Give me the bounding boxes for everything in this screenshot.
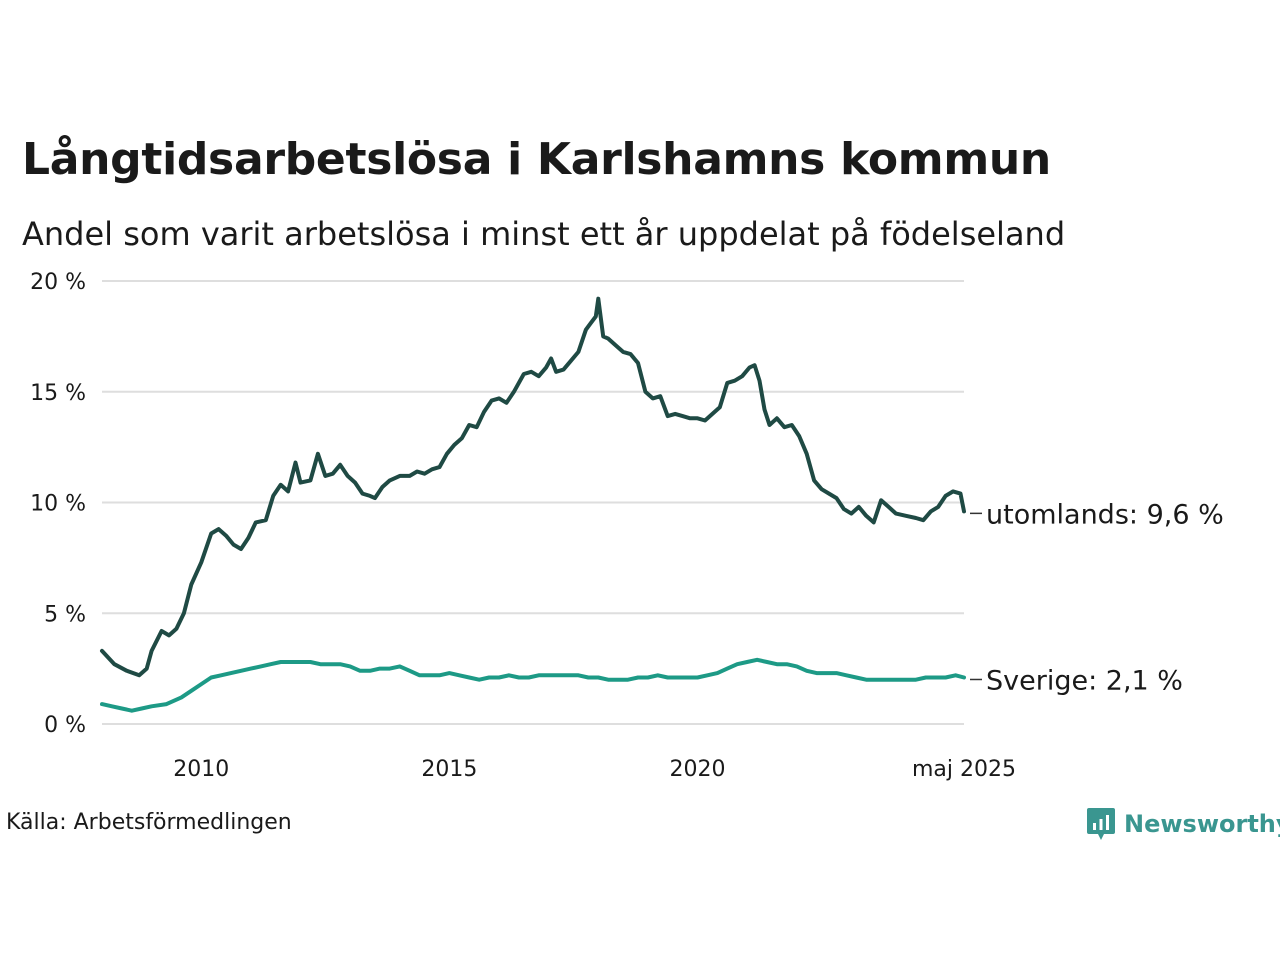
series-lines <box>100 296 966 713</box>
y-axis-ticks: 20 % 15 % 10 % 5 % 0 % <box>30 270 86 738</box>
newsworthy-logo-icon <box>1087 808 1115 840</box>
y-tick-label: 0 % <box>44 713 86 738</box>
y-tick-label: 15 % <box>30 381 86 406</box>
chart-title: Långtidsarbetslösa i Karlshamns kommun <box>22 134 1051 185</box>
x-tick-label: 2020 <box>670 757 726 782</box>
series-line-sverige <box>100 657 966 713</box>
series-end-label: Sverige: 2,1 % <box>986 665 1183 696</box>
x-tick-label: maj 2025 <box>912 757 1016 782</box>
brand-logo[interactable]: Newsworthy <box>1086 804 1280 844</box>
series-end-labels: utomlands: 9,6 % Sverige: 2,1 % <box>970 499 1224 696</box>
y-tick-label: 20 % <box>30 270 86 295</box>
y-tick-label: 10 % <box>30 492 86 517</box>
source-note: Källa: Arbetsförmedlingen <box>6 810 292 835</box>
gridlines <box>102 280 964 725</box>
chart-subtitle: Andel som varit arbetslösa i minst ett å… <box>22 215 1066 253</box>
x-axis-ticks: 2010 2015 2020 maj 2025 <box>173 757 1016 782</box>
y-tick-label: 5 % <box>44 602 86 627</box>
x-tick-label: 2010 <box>173 757 229 782</box>
series-line-utomlands <box>100 296 966 678</box>
series-end-label: utomlands: 9,6 % <box>986 499 1224 530</box>
brand-name: Newsworthy <box>1124 810 1280 838</box>
x-tick-label: 2015 <box>421 757 477 782</box>
